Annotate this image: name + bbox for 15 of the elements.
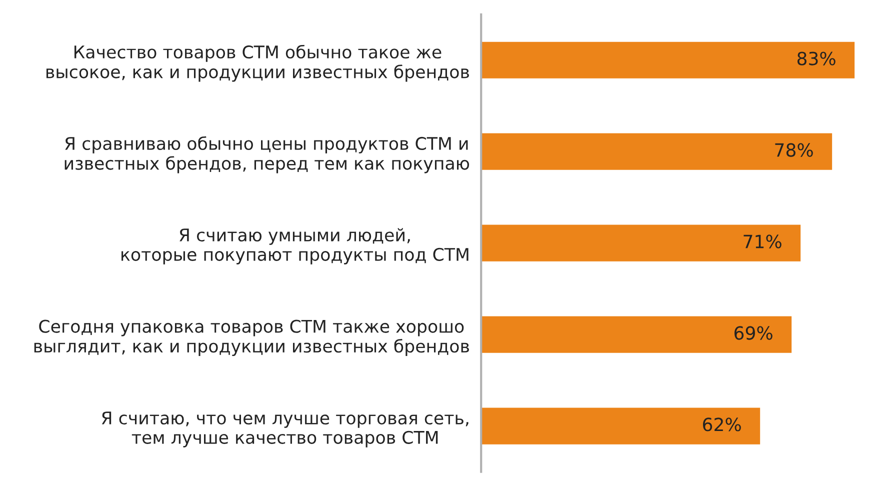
bar — [481, 224, 801, 262]
bar — [481, 316, 792, 353]
data-label: 62% — [703, 418, 741, 432]
y-tick-label: Я считаю, что чем лучше торговая сеть, тем лучше качество товаров СТМ — [102, 412, 468, 448]
y-tick-label: Сегодня упаковка товаров СТМ также хорошо выглядит, как и продукции известных брендов — [34, 320, 469, 356]
bar — [481, 42, 855, 78]
bar — [481, 133, 832, 170]
data-label: 71% — [744, 234, 782, 248]
data-label: 69% — [734, 326, 772, 340]
bar — [481, 408, 760, 444]
data-label: 78% — [775, 143, 813, 157]
data-label: 83% — [797, 52, 836, 66]
y-tick-label: Я считаю умными людей, которые покупают продукты под СТМ — [122, 228, 468, 264]
y-tick-label: Качество товаров СТМ обычно такое же высокое, как и продукции известных брендов — [46, 44, 469, 82]
y-tick-label: Я сравниваю обычно цены продуктов СТМ и известных брендов, перед тем как покупаю — [64, 136, 470, 174]
